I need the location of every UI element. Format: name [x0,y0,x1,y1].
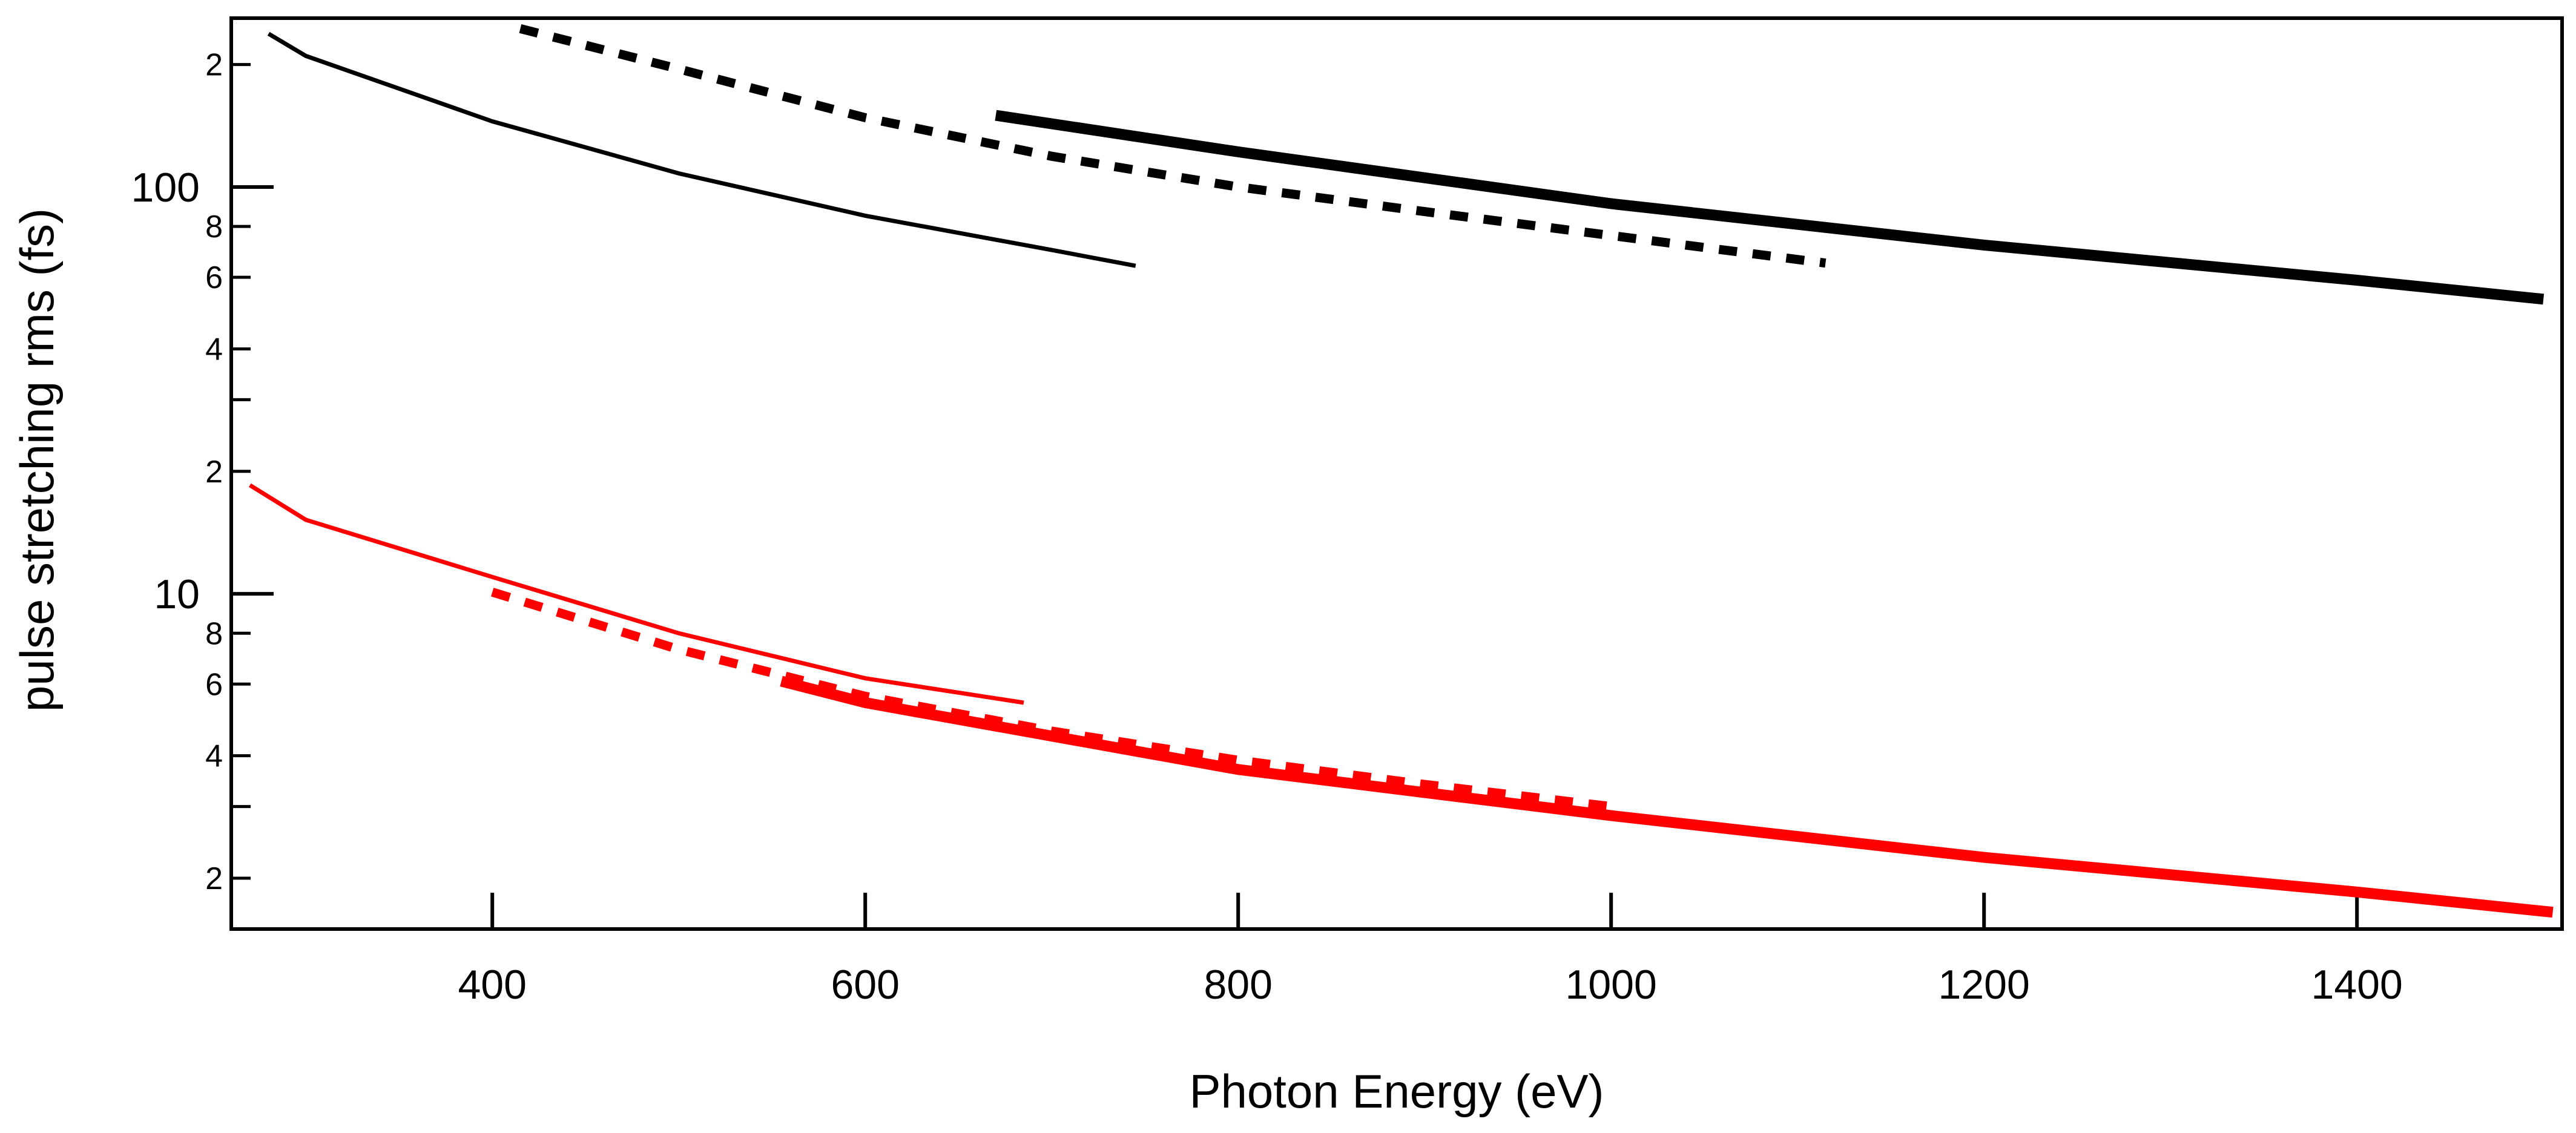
y-minor-tick-label: 6 [205,667,223,702]
y-minor-tick-label: 2 [205,455,223,490]
series-layer [248,24,2554,918]
y-axis-ticks: 10 100 2 4 6 8 2 4 6 8 2 [131,48,274,896]
y-major-tick-label: 10 [154,571,200,617]
x-tick-label: 1400 [2311,962,2403,1008]
x-tick-label: 1000 [1566,962,1657,1008]
y-minor-tick-label: 4 [205,332,223,367]
series-line-black-thin [267,31,1136,268]
y-minor-tick-label: 4 [205,739,223,774]
series-line-red-dashed [490,588,1612,812]
series-line-red-thin [248,483,1024,705]
y-minor-tick-label: 6 [205,260,223,295]
y-minor-tick-label: 8 [205,616,223,651]
y-minor-tick-label: 2 [205,861,223,896]
x-tick-label: 800 [1204,962,1272,1008]
x-axis-title: Photon Energy (eV) [1189,1065,1604,1118]
x-tick-label: 600 [831,962,899,1008]
y-axis-title: pulse stretching rms (fs) [10,208,64,712]
x-axis-ticks: 400 600 800 1000 1200 1400 [458,893,2403,1008]
x-tick-label: 1200 [1939,962,2030,1008]
y-minor-tick-label: 2 [205,48,223,83]
plot-frame [229,16,2564,931]
y-minor-tick-label: 8 [205,209,223,245]
series-line-red-thick [780,675,2554,918]
y-major-tick-label: 100 [131,165,200,211]
x-tick-label: 400 [458,962,526,1008]
series-line-black-thick [995,110,2545,305]
